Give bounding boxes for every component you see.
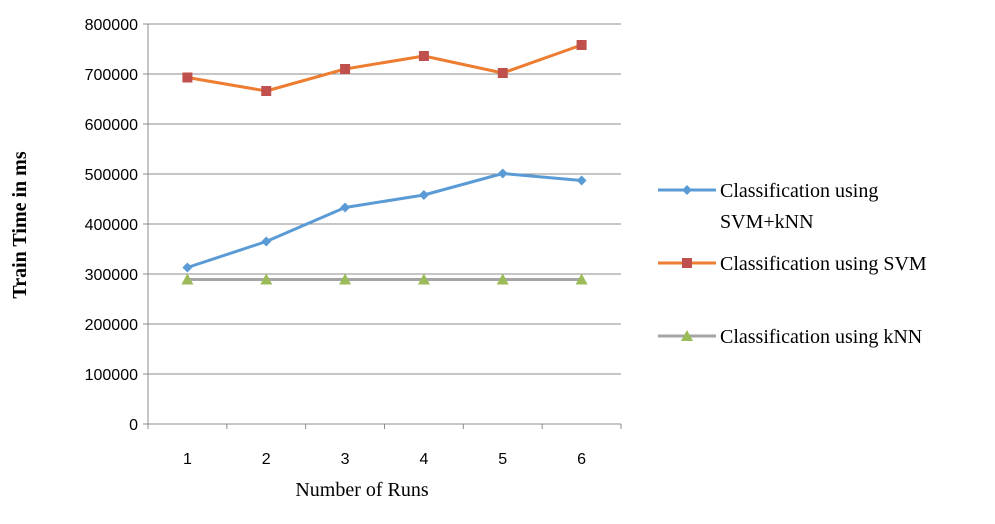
series-line	[186, 172, 582, 269]
x-tick-label: 2	[262, 451, 271, 468]
data-point	[576, 175, 587, 186]
y-tick-label: 0	[129, 417, 138, 434]
y-tick-label: 700000	[85, 67, 138, 84]
legend-marker	[681, 330, 693, 341]
data-point	[497, 68, 508, 78]
data-point	[340, 64, 351, 74]
x-axis-title: Number of Runs	[295, 479, 429, 501]
x-tick-label: 5	[498, 451, 507, 468]
series-line	[187, 43, 583, 93]
legend-marker	[682, 258, 692, 268]
data-point	[182, 262, 193, 273]
y-tick-label: 200000	[85, 317, 138, 334]
legend-label: Classification using SVM	[720, 253, 927, 275]
data-point	[418, 190, 429, 200]
plot-area	[181, 40, 588, 285]
axes	[143, 23, 622, 429]
data-point	[340, 202, 351, 213]
data-point	[496, 273, 509, 285]
x-tick-label: 1	[183, 451, 192, 468]
legend-label: Classification using kNN	[720, 326, 922, 348]
x-tick-label: 4	[419, 451, 428, 468]
legend-label: Classification using	[720, 180, 878, 202]
y-tick-label: 300000	[85, 267, 138, 284]
x-tick-label: 6	[577, 451, 586, 468]
y-tick-label: 400000	[85, 217, 138, 234]
data-point	[339, 273, 352, 285]
y-axis-ticks: 0 100000 200000 300000 400000 500000 600000 700…	[85, 17, 138, 434]
legend: Classification using SVM+kNN Classificatio…	[658, 180, 927, 348]
data-point	[182, 72, 193, 83]
y-tick-label: 100000	[85, 367, 138, 384]
y-tick-label: 600000	[85, 117, 138, 134]
data-point	[261, 236, 272, 247]
data-point	[418, 51, 429, 61]
legend-label: SVM+kNN	[720, 211, 814, 233]
x-axis-ticks: 1 2 3 4 5 6	[183, 451, 586, 468]
data-point	[260, 273, 273, 285]
data-point	[261, 86, 272, 96]
x-tick-label: 3	[341, 451, 350, 468]
legend-marker	[682, 185, 692, 195]
data-point	[181, 273, 194, 285]
y-tick-label: 800000	[85, 17, 138, 34]
data-point	[575, 273, 588, 285]
data-point	[497, 168, 508, 179]
y-axis-title: Train Time in ms	[9, 151, 31, 298]
y-tick-label: 500000	[85, 167, 138, 184]
gridlines	[148, 23, 621, 375]
data-point	[417, 273, 430, 285]
data-point	[576, 40, 587, 50]
